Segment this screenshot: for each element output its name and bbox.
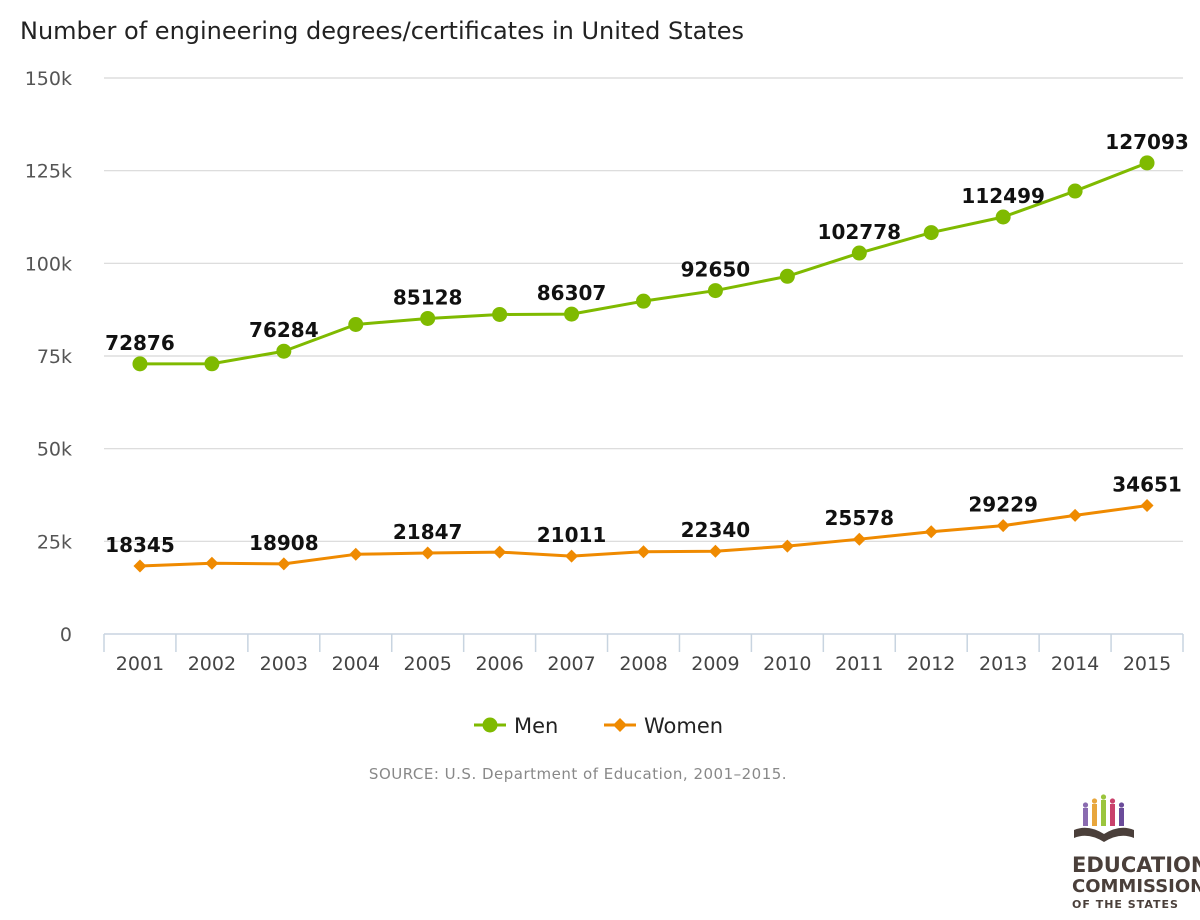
data-point [708,544,722,558]
data-point [565,549,579,563]
data-label: 29229 [968,493,1038,517]
data-point [1068,508,1082,522]
gridlines [104,77,1183,542]
series-group [132,155,1155,573]
data-labels: 72876 76284 85128 86307 92650 102778 112499 127… [105,130,1189,557]
data-point [277,557,291,571]
logo-book-icon [1074,827,1134,842]
data-point [1139,155,1155,171]
y-tick-label: 50k [37,439,72,461]
data-label: 92650 [681,258,751,282]
legend-label: Women [644,714,723,738]
data-label: 127093 [1105,130,1189,154]
x-tick-label: 2007 [547,653,595,675]
data-point [636,293,651,309]
logo-figure-head [1082,802,1089,808]
data-point [420,310,436,326]
x-tick-label: 2001 [116,653,164,675]
data-point [204,356,220,372]
legend: Men Women [474,714,723,738]
chart-title: Number of engineering degrees/certificat… [20,17,744,45]
legend-label: Men [514,714,558,738]
x-axis: 2001 2002 2003 2004 2005 2006 2007 2008 2009 2010… [103,633,1184,675]
y-tick-label: 125k [25,161,72,183]
logo-figure-head [1118,802,1125,808]
data-label: 22340 [681,518,751,542]
logo-line-1: EDUCATION [1072,853,1200,877]
y-tick-label: 0 [60,624,72,646]
x-tick-label: 2011 [835,653,883,675]
data-label: 18908 [249,531,319,555]
x-tick-label: 2012 [907,653,955,675]
logo-figure-body [1110,804,1115,826]
data-point [637,545,650,559]
data-point [348,316,364,332]
data-point [780,539,794,553]
data-label: 112499 [961,184,1045,208]
x-tick-label: 2002 [188,653,236,675]
data-label: 72876 [105,331,175,355]
logo-figure-body [1083,808,1088,826]
logo: EDUCATION COMMISSION OF THE STATES [1072,794,1200,911]
data-point [492,306,508,322]
x-tick-label: 2010 [763,653,811,675]
legend-marker [482,717,498,733]
data-point [923,225,939,241]
data-label: 102778 [818,220,902,244]
x-tick-label: 2009 [691,653,739,675]
data-point [996,519,1010,533]
data-point [205,556,219,570]
data-label: 18345 [105,533,175,557]
y-tick-label: 75k [37,346,72,368]
data-label: 86307 [537,281,607,305]
logo-figure-head [1100,794,1107,800]
data-point [779,268,795,284]
logo-line-2: COMMISSION [1072,876,1200,897]
x-tick-label: 2013 [979,653,1027,675]
source-note: SOURCE: U.S. Department of Education, 20… [369,765,787,783]
data-point [924,525,938,539]
y-tick-label: 100k [25,253,72,275]
data-label: 21011 [537,523,607,547]
x-tick-label: 2014 [1051,653,1099,675]
x-tick-label: 2004 [332,653,380,675]
logo-figure-body [1092,804,1097,826]
x-tick-label: 2015 [1123,653,1171,675]
y-tick-label: 25k [37,531,72,553]
data-point [132,356,148,372]
x-tick-label: 2003 [260,653,308,675]
data-label: 76284 [249,318,319,342]
y-tick-label: 150k [25,68,72,90]
logo-line-3: OF THE STATES [1072,898,1179,911]
data-point [995,209,1011,225]
data-point [133,559,147,573]
logo-figure-head [1091,798,1098,804]
data-point [1067,183,1083,199]
y-axis: 0 25k 50k 75k 100k 125k 150k [25,68,72,646]
logo-figures [1082,794,1125,826]
data-point [852,532,866,546]
logo-figure-head [1109,798,1116,804]
data-point [493,545,507,559]
legend-marker [613,718,627,732]
data-label: 34651 [1112,473,1182,497]
logo-figure-body [1119,808,1124,826]
data-label: 21847 [393,520,463,544]
logo-figure-body [1101,800,1106,826]
data-label: 25578 [825,506,895,530]
data-point [707,283,723,299]
x-tick-label: 2005 [404,653,452,675]
data-point [276,343,292,359]
data-point [349,547,363,561]
x-tick-label: 2008 [619,653,667,675]
data-point [564,306,580,322]
data-point [421,546,435,560]
x-tick-label: 2006 [475,653,523,675]
data-point [851,245,867,261]
data-label: 85128 [393,285,463,309]
data-point [1140,499,1154,513]
